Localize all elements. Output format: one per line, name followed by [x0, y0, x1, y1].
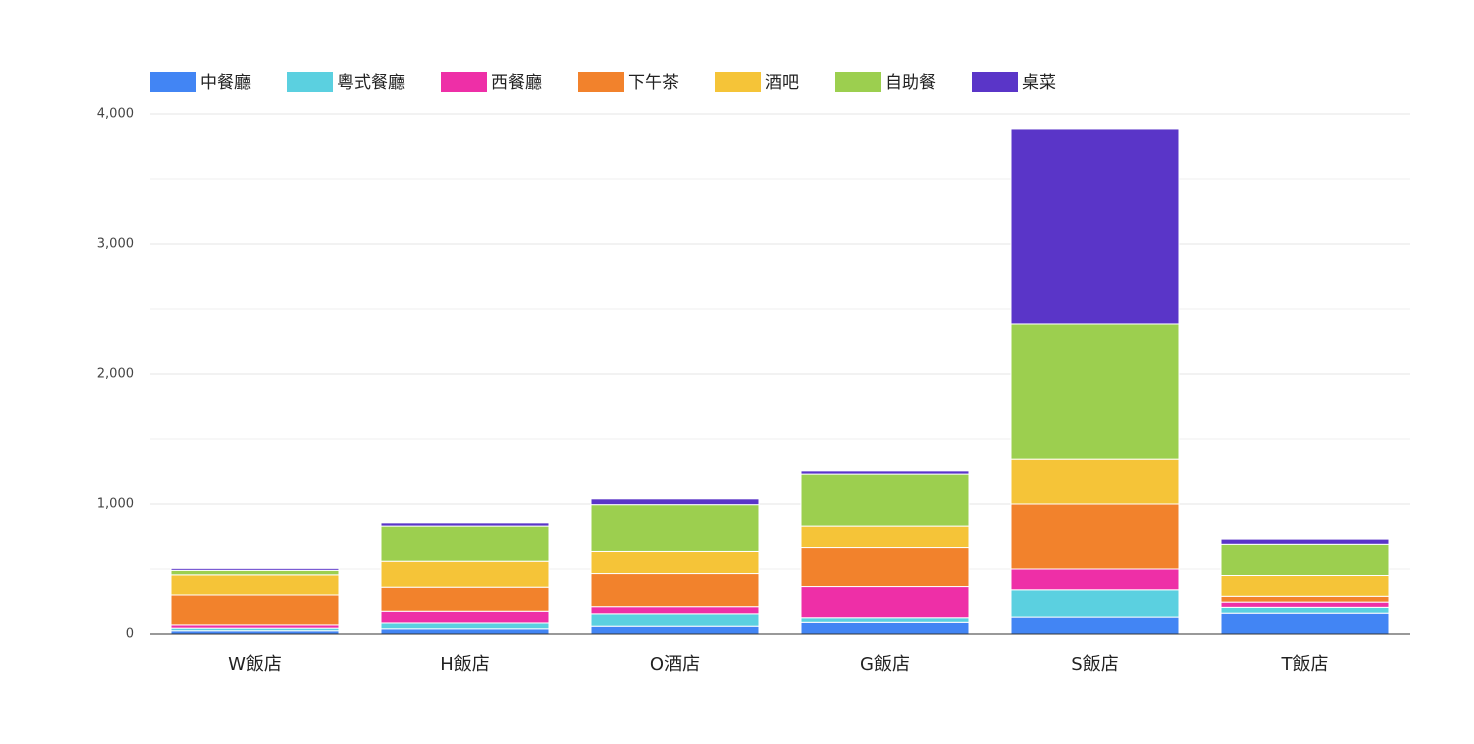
bar-segment [800, 473, 970, 527]
bar-segment [380, 522, 550, 527]
y-tick-label: 2,000 [97, 367, 134, 382]
x-tick-label: T飯店 [1281, 654, 1329, 675]
bar-segment [590, 573, 760, 608]
legend-swatch [441, 72, 487, 92]
bar-segment [1220, 601, 1390, 608]
bar-segment [800, 470, 970, 475]
bar-segment [380, 586, 550, 612]
legend-label: 桌菜 [1022, 73, 1056, 93]
legend-label: 自助餐 [885, 73, 936, 93]
bar-segment [590, 606, 760, 615]
x-tick-label: S飯店 [1071, 654, 1118, 675]
bar-segment [800, 525, 970, 549]
bar-segment [1220, 538, 1390, 545]
bar-segment [380, 628, 550, 635]
legend-swatch [578, 72, 624, 92]
bar-segment [170, 567, 340, 571]
y-tick-label: 3,000 [97, 237, 134, 252]
x-tick-label: W飯店 [228, 654, 282, 675]
bar-segment [590, 625, 760, 635]
bar-segment [590, 504, 760, 552]
bar-segment [800, 621, 970, 635]
bar-segment [170, 574, 340, 596]
bar-segment [380, 525, 550, 562]
bar-segment [800, 617, 970, 623]
bar-segment [1220, 612, 1390, 635]
bar-segment [800, 547, 970, 588]
legend-swatch [972, 72, 1018, 92]
bar-segment [590, 498, 760, 506]
y-tick-label: 0 [126, 627, 134, 642]
bar-segment [380, 610, 550, 624]
bar-segment [800, 586, 970, 619]
bar-segment [1010, 458, 1180, 505]
bar-segment [1220, 543, 1390, 576]
bar-segment [380, 560, 550, 588]
legend-swatch [150, 72, 196, 92]
bar-segment [1220, 606, 1390, 614]
legend-label: 中餐廳 [200, 73, 251, 93]
legend-swatch [715, 72, 761, 92]
bar-segment [1010, 503, 1180, 570]
bar-segment [590, 550, 760, 575]
legend-label: 粵式餐廳 [337, 73, 405, 93]
x-tick-label: H飯店 [440, 654, 490, 675]
bar-segment [590, 613, 760, 627]
bar-segment [1010, 128, 1180, 325]
bar-segment [380, 622, 550, 630]
x-tick-label: G飯店 [860, 654, 910, 675]
x-tick-label: O酒店 [650, 654, 700, 675]
legend-swatch [835, 72, 881, 92]
bar-segment [1010, 568, 1180, 591]
y-tick-label: 1,000 [97, 497, 134, 512]
bar-segment [1220, 595, 1390, 603]
bar-segment [1010, 323, 1180, 460]
bar-segment [1010, 589, 1180, 618]
bar-segment [170, 569, 340, 576]
legend-swatch [287, 72, 333, 92]
bar-segment [1010, 616, 1180, 635]
legend-label: 西餐廳 [491, 73, 542, 93]
legend-label: 酒吧 [765, 73, 799, 93]
legend-label: 下午茶 [628, 73, 679, 93]
bar-segment [1220, 575, 1390, 597]
bar-segment [170, 594, 340, 626]
y-tick-label: 4,000 [97, 107, 134, 122]
